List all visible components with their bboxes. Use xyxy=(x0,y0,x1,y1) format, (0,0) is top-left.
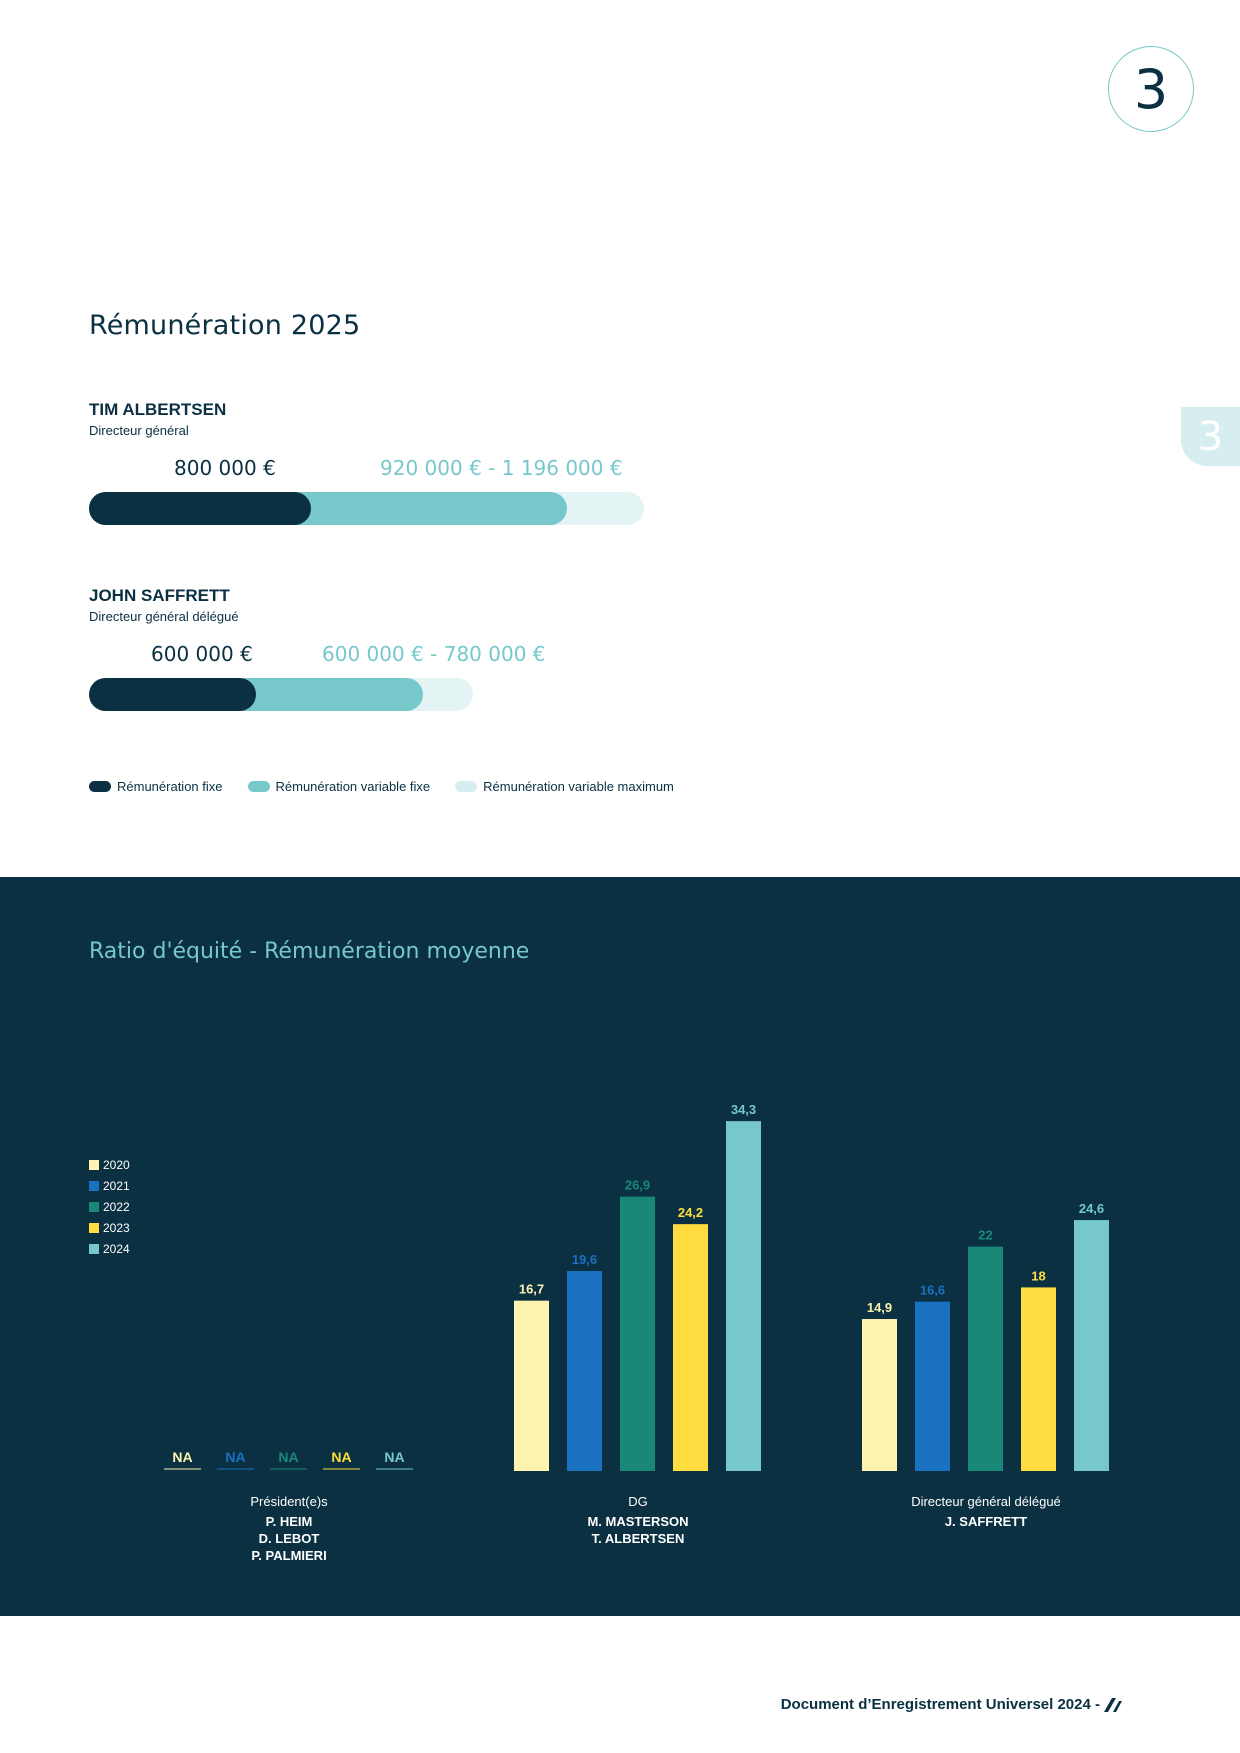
person-block-albertsen: TIM ALBERTSEN Directeur général xyxy=(89,400,226,438)
bar-2021 xyxy=(567,1271,602,1471)
legend-swatch xyxy=(455,781,478,792)
group-person-name: M. MASTERSON xyxy=(587,1514,689,1529)
footer-text: Document d’Enregistrement Universel 2024… xyxy=(780,1696,1100,1713)
year-legend: 2020 2021 2022 2023 2024 xyxy=(89,1154,130,1259)
person-role: Directeur général délégué xyxy=(89,609,239,624)
equity-ratio-title: Ratio d'équité - Rémunération moyenne xyxy=(89,939,530,964)
variable-range-label: 920 000 € - 1 196 000 € xyxy=(380,456,623,480)
group-title: DG xyxy=(628,1494,648,1509)
legend-item-fixed: Rémunération fixe xyxy=(89,779,223,794)
group-person-name: T. ALBERTSEN xyxy=(591,1531,685,1546)
bar-value-label: 19,6 xyxy=(572,1252,597,1267)
legend-label: 2024 xyxy=(103,1241,130,1256)
fixed-amount-label: 600 000 € xyxy=(151,642,253,666)
bar-2022 xyxy=(620,1196,655,1471)
bar-2024 xyxy=(1074,1220,1109,1471)
remuneration-title: Rémunération 2025 xyxy=(89,310,361,341)
legend-year-2022: 2022 xyxy=(89,1196,130,1217)
bar-value-label: NA xyxy=(331,1449,351,1465)
remuneration-bar-saffrett xyxy=(89,678,473,711)
legend-swatch xyxy=(247,781,270,792)
legend-swatch xyxy=(89,1159,99,1170)
brand-logo-icon xyxy=(1104,1697,1122,1712)
chapter-number: 3 xyxy=(1133,57,1169,121)
bar-value-label: NA xyxy=(278,1449,298,1465)
bar-2022 xyxy=(968,1246,1003,1471)
legend-swatch xyxy=(89,1201,99,1212)
bar-2021 xyxy=(915,1301,950,1471)
legend-item-variable-max: Rémunération variable maximum xyxy=(455,779,674,794)
group-person-name: J. SAFFRETT xyxy=(944,1514,1028,1529)
group-label-presidents: Président(e)s P. HEIM D. LEBOT P. PALMIE… xyxy=(139,1494,439,1564)
legend-year-2020: 2020 xyxy=(89,1154,130,1175)
person-name: JOHN SAFFRETT xyxy=(89,586,230,605)
legend-year-2021: 2021 xyxy=(89,1175,130,1196)
group-label-dgd: Directeur général délégué J. SAFFRETT xyxy=(836,1494,1136,1530)
legend-label: Rémunération fixe xyxy=(117,779,223,794)
bar-value-label: 16,7 xyxy=(519,1282,544,1297)
person-name: TIM ALBERTSEN xyxy=(89,400,227,419)
fixed-bar xyxy=(89,678,256,711)
legend-year-2023: 2023 xyxy=(89,1217,130,1238)
bar-value-label: 26,9 xyxy=(625,1178,650,1193)
variable-range-label: 600 000 € - 780 000 € xyxy=(322,642,546,666)
group-label-dg: DG M. MASTERSON T. ALBERTSEN xyxy=(488,1494,788,1547)
legend-label: 2020 xyxy=(103,1157,130,1172)
group-person-name: D. LEBOT xyxy=(258,1531,320,1546)
person-role: Directeur général xyxy=(89,423,189,438)
legend-swatch xyxy=(89,1222,99,1233)
chapter-number-badge: 3 xyxy=(1108,46,1194,132)
bar-2023 xyxy=(1021,1287,1056,1471)
legend-label: Rémunération variable fixe xyxy=(275,779,431,794)
bar-value-label: 14,9 xyxy=(867,1300,892,1315)
remuneration-legend: Rémunération fixe Rémunération variable … xyxy=(89,779,699,794)
bar-2024 xyxy=(726,1121,761,1471)
group-person-name: P. PALMIERI xyxy=(251,1548,327,1563)
bar-2020 xyxy=(862,1319,897,1471)
bar-value-label: 24,6 xyxy=(1079,1201,1104,1216)
equity-ratio-chart: NA NA NA NA NA 16,7 19,6 26,9 24,2 34,3 14,9 16,6 22… xyxy=(164,1102,1109,1471)
legend-swatch xyxy=(89,781,111,792)
bar-value-label: NA xyxy=(172,1449,192,1465)
bar-value-label: 22 xyxy=(978,1228,992,1243)
group-person-name: P. HEIM xyxy=(265,1514,313,1529)
bar-value-label: 16,6 xyxy=(920,1283,945,1298)
group-title: Président(e)s xyxy=(250,1494,328,1509)
fixed-bar xyxy=(89,492,312,525)
legend-label: Rémunération variable maximum xyxy=(483,779,674,794)
bar-2023 xyxy=(673,1224,708,1471)
legend-year-2024: 2024 xyxy=(89,1238,130,1259)
page-footer: Document d’Enregistrement Universel 2024… xyxy=(781,1696,1122,1713)
bar-value-label: NA xyxy=(225,1449,245,1465)
bar-2020 xyxy=(514,1300,549,1471)
fixed-amount-label: 800 000 € xyxy=(174,456,276,480)
person-block-saffrett: JOHN SAFFRETT Directeur général délégué xyxy=(89,586,239,624)
bar-value-label: 24,2 xyxy=(678,1205,703,1220)
remuneration-bar-albertsen xyxy=(89,492,644,525)
chapter-side-tab[interactable]: 3 xyxy=(1181,407,1240,466)
legend-swatch xyxy=(89,1180,99,1191)
side-tab-number: 3 xyxy=(1197,413,1224,460)
bar-value-label: NA xyxy=(384,1449,404,1465)
legend-item-variable: Rémunération variable fixe xyxy=(247,779,431,794)
bar-value-label: 34,3 xyxy=(731,1102,756,1117)
bar-value-label: 18 xyxy=(1031,1268,1045,1283)
legend-label: 2023 xyxy=(103,1220,130,1235)
legend-label: 2022 xyxy=(103,1199,130,1214)
legend-label: 2021 xyxy=(103,1178,130,1193)
group-title: Directeur général délégué xyxy=(911,1494,1061,1509)
legend-swatch xyxy=(89,1243,99,1254)
